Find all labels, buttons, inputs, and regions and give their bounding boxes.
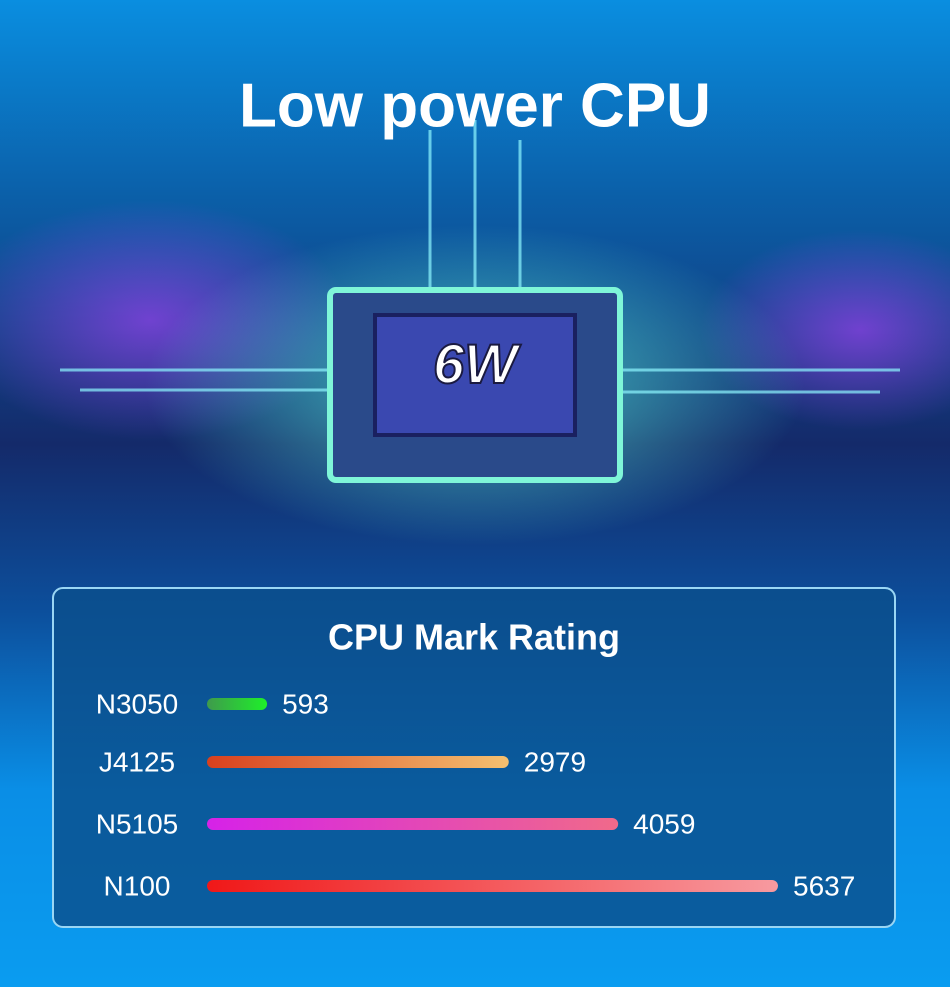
bar [207,756,509,768]
bar-chart: N3050 593 J4125 2979 N5105 4059 N100 5637 [96,688,856,901]
bar [207,880,778,892]
category-label: J4125 [99,746,175,777]
chart-title: CPU Mark Rating [328,617,620,658]
category-label: N3050 [96,688,179,719]
bar [207,698,268,710]
value-label: 5637 [793,870,855,901]
circuit-lines [60,120,900,394]
bar [207,818,619,830]
category-label: N100 [104,870,171,901]
chip-label: 6W [433,332,521,395]
value-label: 2979 [524,746,586,777]
chip-die [373,313,577,437]
page-title: Low power CPU [239,71,711,140]
value-label: 4059 [633,808,695,839]
value-label: 593 [282,688,329,719]
category-label: N5105 [96,808,179,839]
